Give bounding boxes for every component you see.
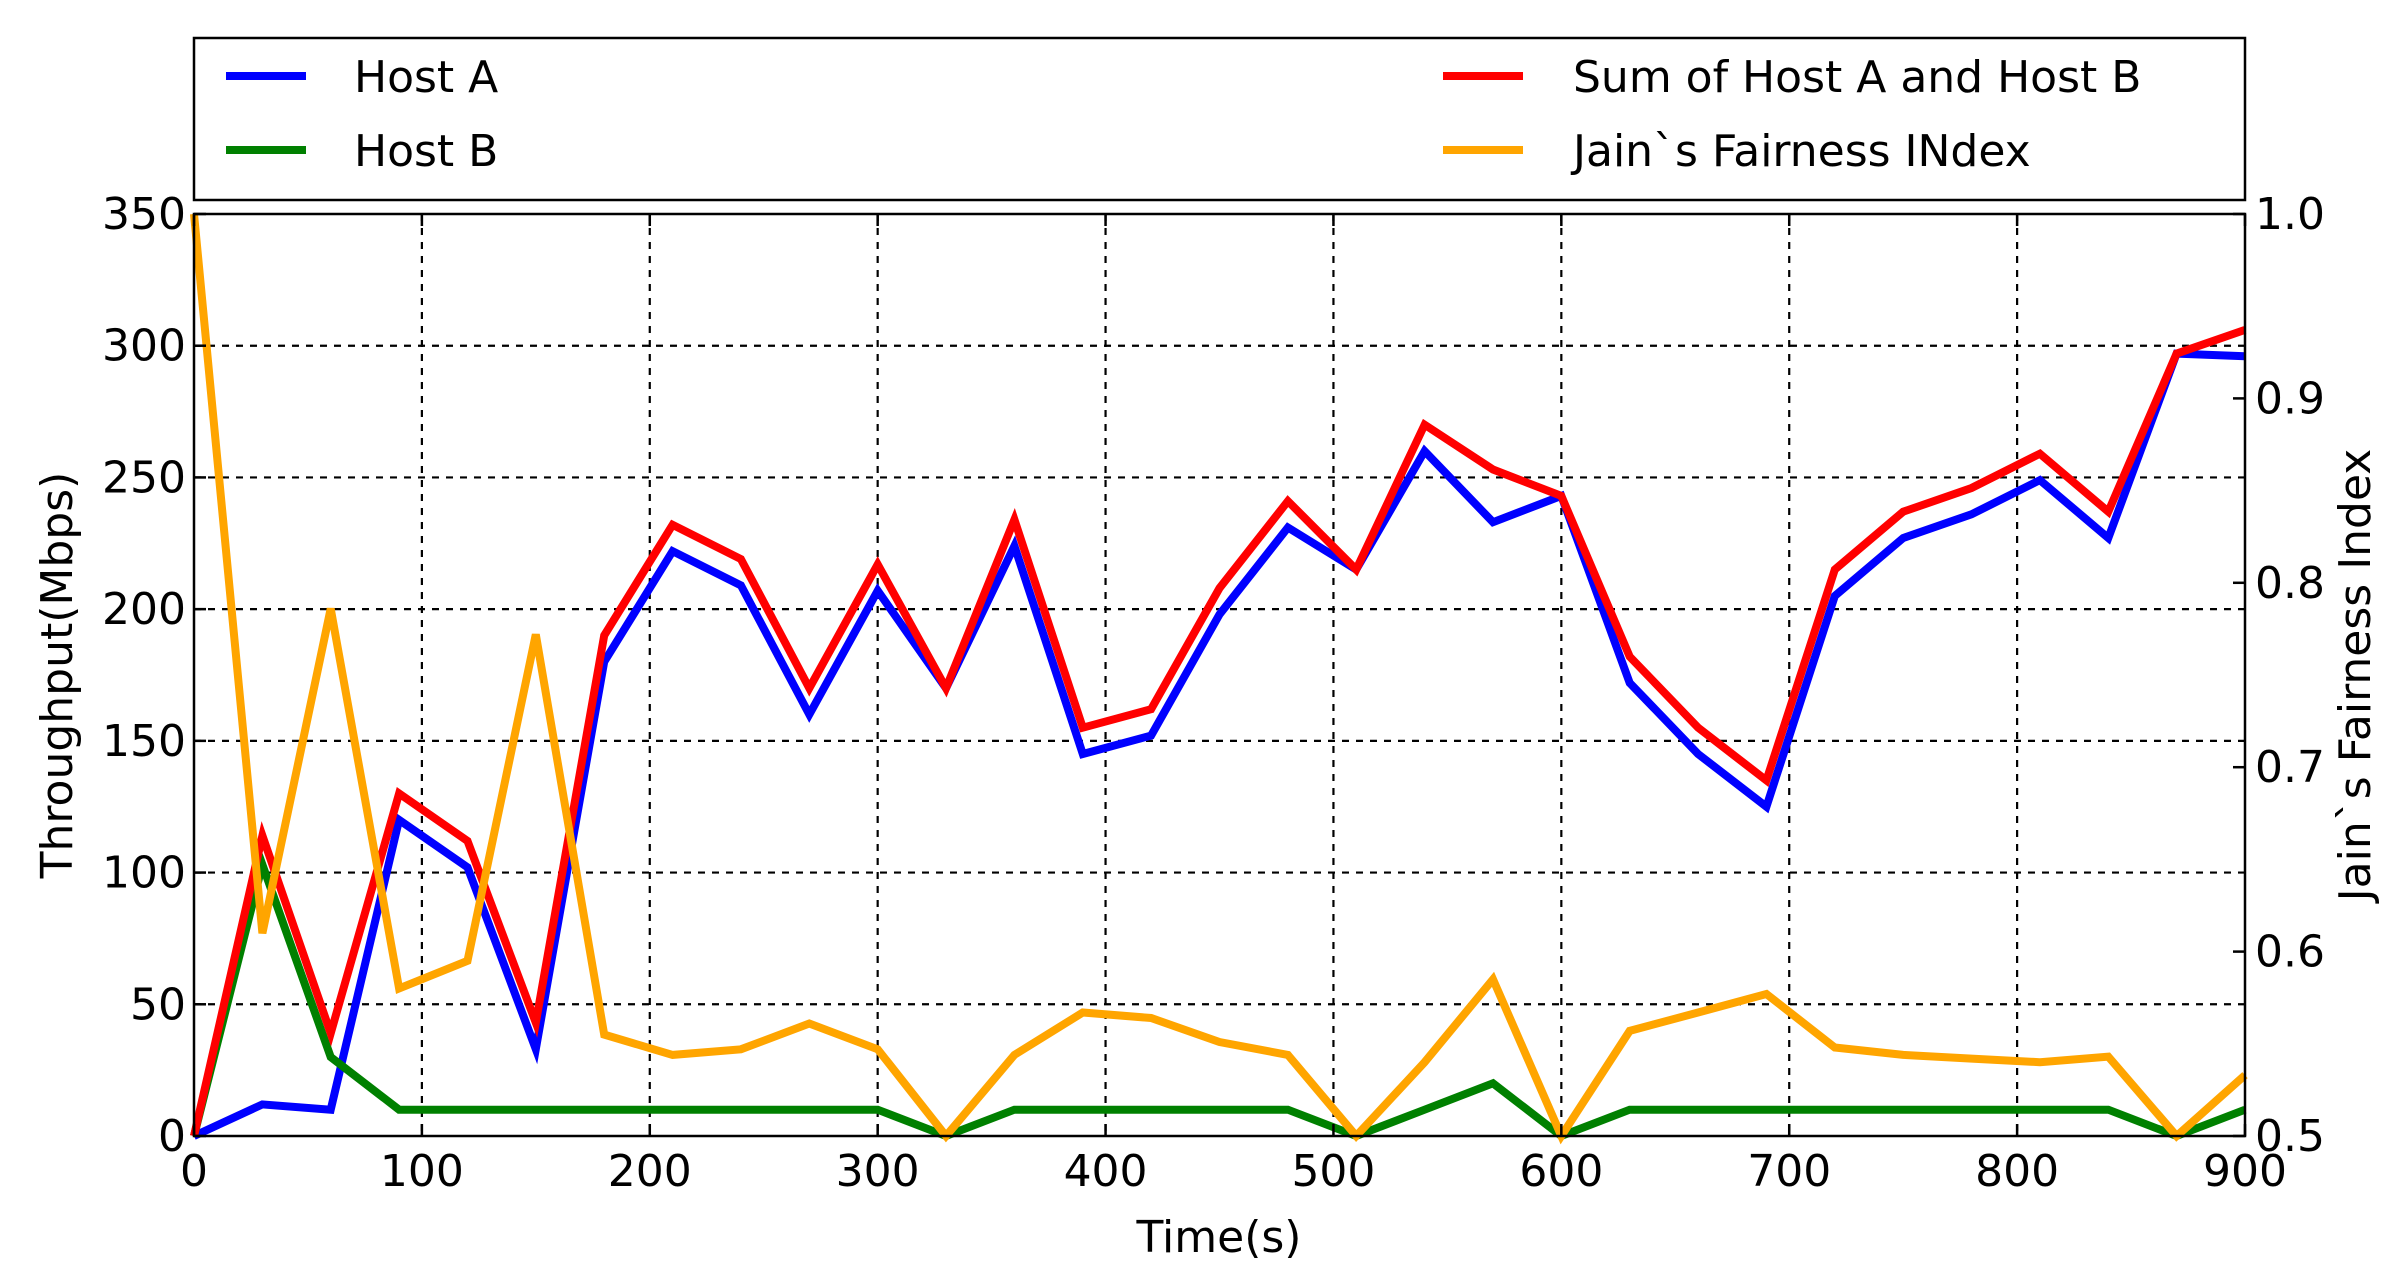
y-axis-title: Throughput(Mbps) xyxy=(32,472,83,880)
tick-labels: 0 100 200 300 400 500 600 700 800 900 0 50 100 150 200… xyxy=(102,189,2325,1197)
grid-lines xyxy=(194,214,2245,1136)
y-tick-label: 0 xyxy=(158,1111,186,1162)
legend-label-host-a: Host A xyxy=(354,52,498,103)
y2-tick-label: 0.7 xyxy=(2255,742,2325,793)
x-tick-label: 700 xyxy=(1747,1146,1831,1197)
y2-tick-label: 0.8 xyxy=(2255,558,2325,609)
y-tick-label: 350 xyxy=(102,189,186,240)
x-tick-label: 100 xyxy=(380,1146,464,1197)
host-a-line xyxy=(192,349,2246,1140)
axis-ticks xyxy=(192,212,2247,1138)
x-tick-label: 300 xyxy=(836,1146,920,1197)
y2-tick-label: 1.0 xyxy=(2255,189,2325,240)
series-layer xyxy=(190,213,2248,1145)
x-tick-label: 200 xyxy=(608,1146,692,1197)
x-tick-label: 400 xyxy=(1064,1146,1148,1197)
sum-line xyxy=(190,326,2247,1137)
x-tick-label: 0 xyxy=(180,1146,208,1197)
y-tick-label: 100 xyxy=(102,848,186,899)
legend-label-fairness: Jain`s Fairness INdex xyxy=(1570,126,2031,177)
host-b-line xyxy=(190,850,2247,1141)
y2-axis-title: Jain`s Fairness Index xyxy=(2330,449,2381,905)
y-tick-label: 150 xyxy=(102,716,186,767)
legend-label-host-b: Host B xyxy=(354,126,498,177)
y2-tick-label: 0.5 xyxy=(2255,1111,2325,1162)
legend-box xyxy=(192,36,2247,202)
legend: Host A Host B Sum of Host A and Host B J… xyxy=(192,36,2247,202)
y-tick-label: 300 xyxy=(102,321,186,372)
y-tick-label: 200 xyxy=(102,584,186,635)
legend-label-sum: Sum of Host A and Host B xyxy=(1573,52,2141,103)
x-tick-label: 800 xyxy=(1975,1146,2059,1197)
y-tick-label: 50 xyxy=(130,979,186,1030)
x-tick-label: 900 xyxy=(2203,1146,2287,1197)
fairness-index-line xyxy=(190,213,2248,1145)
y2-tick-label: 0.6 xyxy=(2255,927,2325,978)
x-axis-title: Time(s) xyxy=(1136,1212,1302,1263)
x-tick-label: 500 xyxy=(1291,1146,1375,1197)
x-tick-label: 600 xyxy=(1519,1146,1603,1197)
y2-tick-label: 0.9 xyxy=(2255,373,2325,424)
y-tick-label: 250 xyxy=(102,452,186,503)
plot-frame xyxy=(192,212,2247,1138)
